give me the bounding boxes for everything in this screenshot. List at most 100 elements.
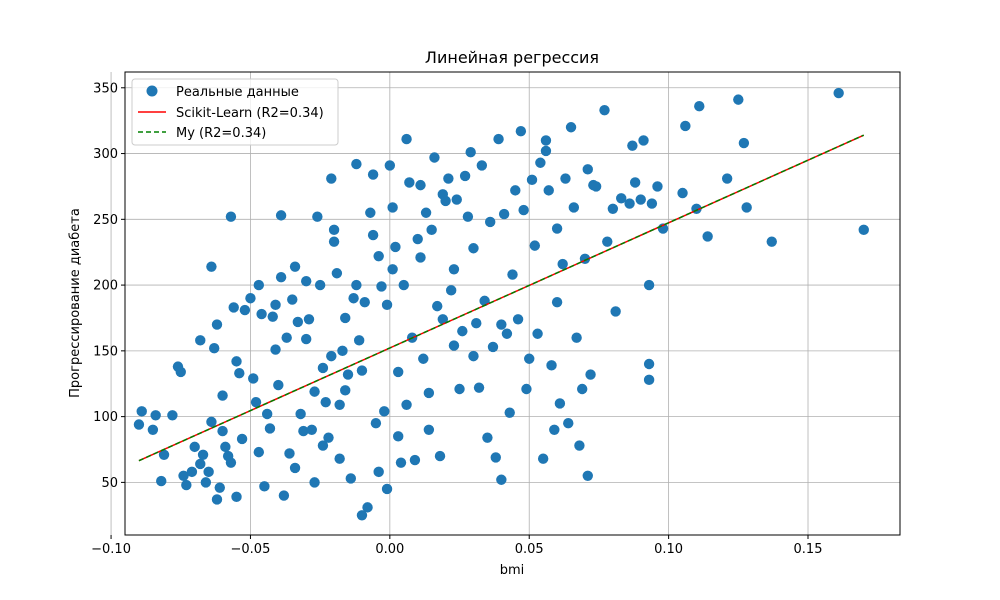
data-point-10 bbox=[181, 479, 192, 491]
data-point-137 bbox=[462, 211, 474, 222]
data-point-81 bbox=[340, 312, 351, 324]
data-point-50 bbox=[275, 210, 287, 221]
data-point-4 bbox=[156, 475, 167, 487]
data-point-38 bbox=[250, 396, 262, 408]
data-point-214 bbox=[766, 236, 777, 247]
data-point-149 bbox=[493, 133, 504, 145]
data-point-139 bbox=[468, 350, 479, 362]
data-point-155 bbox=[507, 269, 518, 280]
data-point-170 bbox=[546, 360, 557, 371]
data-point-191 bbox=[607, 203, 619, 214]
data-point-40 bbox=[253, 446, 265, 458]
data-point-169 bbox=[543, 185, 554, 196]
data-point-78 bbox=[334, 453, 345, 464]
data-point-210 bbox=[721, 173, 733, 184]
data-point-16 bbox=[200, 477, 212, 488]
data-point-192 bbox=[610, 306, 621, 317]
data-point-51 bbox=[278, 490, 290, 501]
data-point-23 bbox=[214, 482, 225, 493]
data-point-93 bbox=[367, 169, 379, 180]
data-point-190 bbox=[602, 236, 613, 247]
data-point-85 bbox=[351, 158, 362, 170]
data-point-181 bbox=[574, 440, 585, 451]
data-point-185 bbox=[582, 470, 593, 482]
data-point-47 bbox=[270, 344, 281, 355]
data-point-209 bbox=[702, 231, 713, 242]
data-point-26 bbox=[220, 441, 231, 453]
chart-title: Линейная регрессия bbox=[425, 48, 599, 67]
data-point-180 bbox=[571, 332, 582, 343]
data-point-118 bbox=[418, 353, 429, 364]
data-point-77 bbox=[334, 399, 345, 410]
data-point-119 bbox=[420, 207, 432, 218]
data-point-2 bbox=[147, 424, 159, 435]
y-tick-label-4: 250 bbox=[93, 213, 118, 228]
data-point-138 bbox=[465, 147, 476, 158]
data-point-110 bbox=[401, 399, 412, 410]
data-point-32 bbox=[231, 356, 242, 367]
data-point-28 bbox=[225, 457, 237, 468]
data-point-178 bbox=[565, 122, 577, 133]
data-point-172 bbox=[551, 296, 563, 308]
legend: Реальные данные Scikit-Learn (R2=0.34) M… bbox=[131, 78, 339, 146]
data-point-98 bbox=[376, 281, 387, 292]
data-point-73 bbox=[326, 173, 337, 184]
data-point-24 bbox=[217, 390, 228, 401]
data-point-42 bbox=[259, 481, 270, 492]
x-tick-label-3: 0.05 bbox=[515, 542, 544, 557]
data-point-6 bbox=[167, 410, 178, 421]
data-point-136 bbox=[459, 170, 471, 182]
data-point-109 bbox=[398, 279, 409, 291]
data-point-158 bbox=[515, 125, 527, 137]
data-point-64 bbox=[309, 477, 320, 488]
data-point-92 bbox=[365, 207, 376, 218]
y-tick-label-1: 100 bbox=[93, 410, 118, 425]
data-point-142 bbox=[473, 382, 485, 393]
data-point-59 bbox=[298, 425, 309, 437]
data-point-212 bbox=[738, 137, 750, 149]
plot-frame bbox=[124, 71, 901, 536]
data-point-70 bbox=[320, 396, 331, 408]
data-point-39 bbox=[253, 279, 265, 291]
data-point-37 bbox=[248, 373, 259, 384]
data-point-175 bbox=[557, 258, 568, 270]
data-point-82 bbox=[342, 369, 354, 380]
data-point-168 bbox=[540, 145, 552, 157]
data-point-45 bbox=[267, 311, 278, 322]
data-point-188 bbox=[590, 181, 602, 192]
data-point-105 bbox=[390, 241, 401, 253]
data-point-208 bbox=[694, 100, 705, 112]
data-point-101 bbox=[381, 483, 393, 495]
data-point-48 bbox=[273, 379, 284, 391]
data-point-56 bbox=[289, 462, 301, 474]
data-point-80 bbox=[340, 385, 351, 396]
data-point-213 bbox=[741, 202, 752, 213]
data-point-165 bbox=[535, 157, 546, 168]
data-point-206 bbox=[680, 120, 691, 132]
data-point-12 bbox=[189, 441, 200, 453]
data-point-57 bbox=[292, 316, 304, 328]
data-point-89 bbox=[356, 510, 368, 521]
data-point-13 bbox=[195, 335, 206, 346]
data-point-104 bbox=[387, 264, 398, 275]
data-point-83 bbox=[345, 473, 357, 484]
data-point-43 bbox=[261, 408, 273, 420]
data-point-154 bbox=[504, 407, 515, 418]
data-point-130 bbox=[445, 285, 457, 296]
plot-data bbox=[133, 87, 869, 521]
data-point-147 bbox=[487, 341, 499, 353]
x-tick-label-1: −0.05 bbox=[231, 542, 271, 557]
x-tick-label-2: 0.00 bbox=[375, 542, 404, 557]
data-point-189 bbox=[599, 104, 610, 116]
x-tick-label-5: 0.15 bbox=[794, 542, 823, 557]
data-point-87 bbox=[353, 335, 365, 346]
data-point-216 bbox=[858, 224, 869, 236]
data-point-0 bbox=[133, 419, 145, 430]
data-point-203 bbox=[652, 181, 663, 192]
data-point-29 bbox=[225, 211, 237, 222]
data-point-112 bbox=[404, 177, 415, 188]
data-point-171 bbox=[549, 424, 560, 435]
data-point-44 bbox=[264, 423, 276, 434]
data-point-152 bbox=[498, 208, 510, 220]
